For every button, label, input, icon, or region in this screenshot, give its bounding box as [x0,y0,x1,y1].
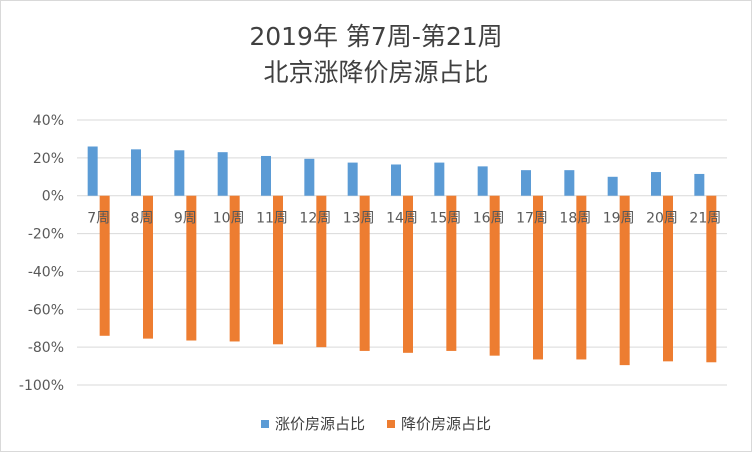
bar-rise [131,149,141,196]
y-tick-label: -20% [28,227,64,243]
bar-fall [619,195,630,366]
x-tick-label: 11周 [256,211,288,227]
bar-rise [651,172,661,196]
bar-rise [304,158,315,196]
x-tick-label: 19周 [603,211,635,227]
gridlines [77,119,727,386]
bar-fall [706,195,717,363]
y-tick-label: -40% [28,264,64,280]
legend-label-fall: 降价房源占比 [401,415,492,433]
bar-rise [347,162,358,196]
y-tick-label: -100% [19,378,64,394]
bar-fall [273,195,283,345]
x-axis: 7周 8周 9周 10周 11周 12周 13周 14周 15周 16周 17周 18周 19周 20周 2… [87,211,721,227]
bar-fall [533,195,543,360]
bar-fall [99,195,110,336]
bar-fall [576,195,587,360]
y-tick-label: -80% [28,340,64,356]
x-tick-label: 21周 [689,211,721,227]
x-tick-label: 15周 [429,211,461,227]
y-axis: 40% 20% 0% -20% -40% -60% -80% -100% [19,113,64,394]
y-tick-label: -60% [28,302,64,318]
y-tick-label: 40% [33,113,64,129]
x-tick-label: 18周 [559,211,591,227]
bar-rise [391,164,401,196]
bar-rise [477,166,488,196]
legend-item-fall: 降价房源占比 [387,413,491,434]
bar-rise [174,150,185,196]
legend-swatch-fall [387,419,395,428]
bar-rise [434,162,445,196]
legend-item-rise: 涨价房源占比 [260,413,365,434]
bar-fall [143,195,153,339]
bar-fall [663,195,673,362]
bar-rise [87,146,98,196]
bar-rise [521,170,531,196]
x-tick-label: 16周 [473,211,505,227]
chart-title: 2019年 第7周-第21周 北京涨降价房源占比 [1,19,751,91]
x-tick-label: 9周 [174,211,197,227]
x-tick-label: 12周 [299,211,331,227]
bar-fall [489,195,500,356]
bar-rise [607,176,618,196]
bar-rise [261,155,271,196]
x-tick-label: 17周 [516,211,548,227]
bar-fall [316,195,327,348]
x-tick-label: 8周 [131,211,154,227]
bar-rise [694,173,705,196]
x-tick-label: 10周 [213,211,245,227]
x-tick-label: 13周 [343,211,375,227]
x-tick-label: 20周 [646,211,678,227]
bar-rise [217,152,228,196]
x-tick-label: 7周 [87,211,110,227]
bar-fall [229,195,240,342]
bar-fall [359,195,370,351]
y-tick-label: 20% [33,151,64,167]
bar-fall [446,195,457,351]
legend-swatch-rise [260,419,269,428]
x-tick-label: 14周 [386,211,418,227]
chart-title-line-1: 2019年 第7周-第21周 [249,22,503,51]
y-tick-label: 0% [42,189,64,205]
chart-title-line-2: 北京涨降价房源占比 [263,58,489,87]
bar-fall [403,195,413,353]
bars [87,146,717,366]
legend-label-rise: 涨价房源占比 [274,415,365,433]
bar-rise [564,170,575,196]
legend: 涨价房源占比 降价房源占比 [1,413,751,434]
bar-fall [186,195,197,341]
